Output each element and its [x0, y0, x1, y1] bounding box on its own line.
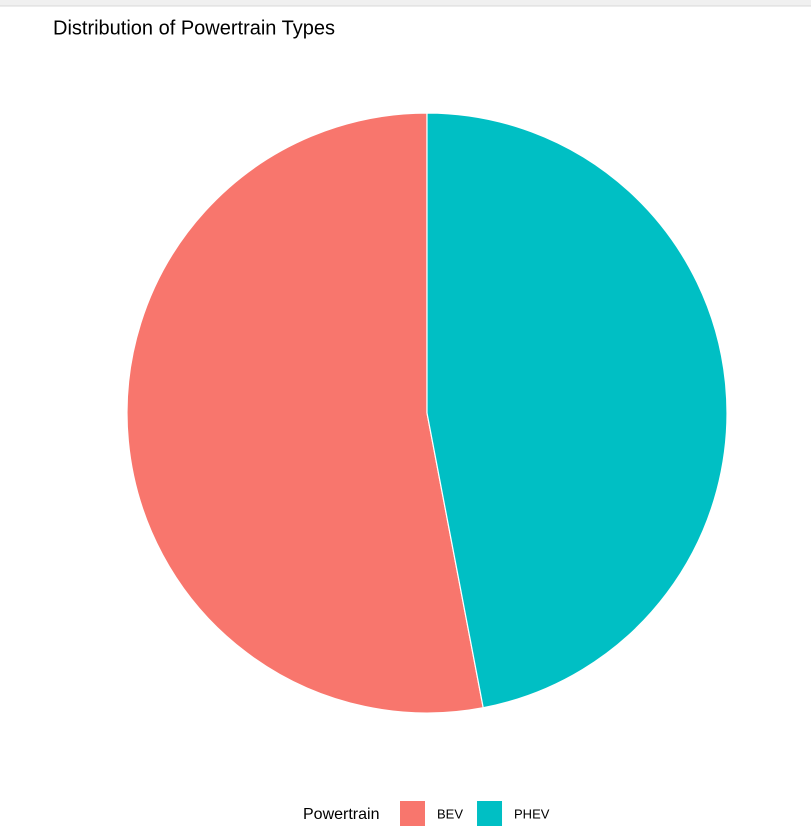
pie-slice	[126, 112, 484, 714]
chart-title: Distribution of Powertrain Types	[53, 17, 335, 39]
legend-label: PHEV	[514, 806, 550, 821]
legend: Powertrain BEV PHEV	[303, 801, 550, 826]
legend-key	[477, 801, 503, 826]
legend-title: Powertrain	[303, 806, 379, 823]
legend-key	[400, 801, 425, 826]
legend-label: BEV	[437, 806, 463, 821]
pie	[126, 112, 728, 714]
toolbar-strip	[0, 0, 811, 6]
pie-slice	[426, 112, 728, 709]
